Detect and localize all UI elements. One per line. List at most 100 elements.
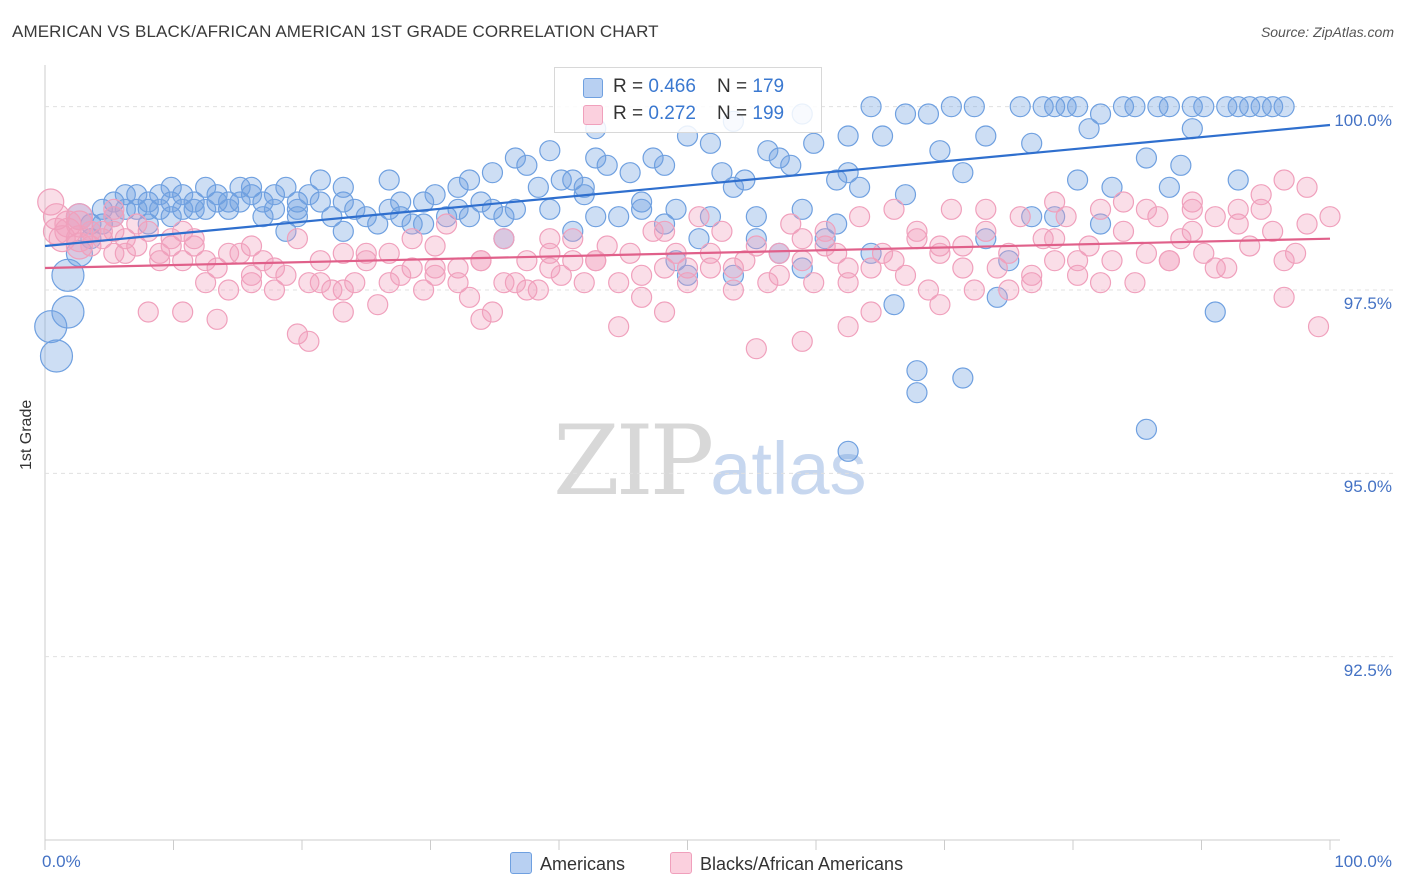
data-point-americans [631, 198, 653, 220]
data-point-blacks [848, 206, 871, 228]
data-point-blacks [42, 217, 71, 245]
data-point-blacks [126, 213, 148, 235]
data-point-blacks [1273, 286, 1295, 308]
data-point-blacks [1112, 220, 1135, 242]
blacks-swatch [583, 105, 603, 125]
data-point-blacks [263, 279, 286, 301]
data-point-blacks [516, 250, 538, 272]
data-point-blacks [1055, 206, 1077, 228]
trend-line-blacks [44, 237, 1331, 270]
data-point-americans [894, 184, 917, 206]
data-point-americans [906, 360, 928, 382]
data-point-americans [447, 176, 469, 198]
data-point-blacks [791, 330, 813, 352]
watermark: ZIPatlas [553, 405, 867, 517]
data-point-blacks [504, 272, 527, 294]
data-point-americans [160, 191, 182, 213]
data-point-americans [1089, 103, 1112, 125]
data-point-blacks [986, 257, 1008, 279]
data-point-blacks [298, 272, 320, 294]
data-point-americans [252, 191, 274, 213]
data-point-americans [195, 198, 217, 220]
data-point-blacks [1147, 206, 1169, 228]
data-point-blacks [149, 242, 171, 264]
data-point-blacks [1112, 191, 1135, 213]
data-point-americans [149, 184, 171, 206]
data-point-blacks [37, 188, 65, 216]
data-point-americans [263, 198, 286, 220]
data-point-americans [1078, 118, 1100, 140]
data-point-blacks [883, 198, 905, 220]
data-point-blacks [493, 272, 515, 294]
data-point-blacks [344, 272, 366, 294]
data-point-blacks [1181, 191, 1203, 213]
data-point-blacks [917, 279, 940, 301]
y-tick-label: 100.0% [1334, 110, 1392, 130]
data-point-americans [1021, 206, 1043, 228]
data-point-americans [653, 154, 676, 176]
data-point-blacks [791, 228, 813, 250]
data-point-americans [562, 169, 584, 191]
data-point-blacks [1239, 235, 1261, 257]
data-point-blacks [1296, 213, 1318, 235]
data-point-blacks [906, 220, 928, 242]
data-point-americans [39, 339, 74, 373]
data-point-americans [653, 213, 676, 235]
data-point-blacks [1273, 169, 1295, 191]
data-point-blacks [126, 235, 148, 257]
data-point-americans [642, 147, 664, 169]
data-point-blacks [1066, 250, 1089, 272]
data-point-americans [137, 198, 159, 220]
data-point-americans [1227, 169, 1249, 191]
data-point-americans [998, 250, 1020, 272]
watermark-atlas: atlas [710, 427, 867, 510]
data-point-blacks [676, 257, 699, 279]
data-point-blacks [493, 228, 515, 250]
data-point-americans [722, 264, 744, 286]
data-point-blacks [550, 264, 572, 286]
data-point-blacks [137, 301, 159, 323]
data-point-blacks [791, 250, 813, 272]
data-point-blacks [1066, 264, 1089, 286]
data-point-americans [952, 162, 974, 184]
y-tick-label: 92.5% [1343, 660, 1392, 680]
data-point-blacks [516, 279, 538, 301]
data-point-americans [975, 125, 997, 147]
data-point-blacks [1284, 242, 1307, 264]
data-point-americans [745, 206, 767, 228]
data-point-blacks [1250, 184, 1272, 206]
data-point-americans [126, 198, 148, 220]
data-point-blacks [1193, 242, 1215, 264]
data-point-blacks [1273, 250, 1295, 272]
data-point-americans [80, 228, 102, 250]
data-point-blacks [998, 242, 1020, 264]
data-point-americans [573, 176, 595, 198]
data-point-blacks [1227, 198, 1249, 220]
data-point-americans [286, 191, 309, 213]
data-point-americans [562, 220, 584, 242]
data-point-americans [1170, 154, 1192, 176]
data-point-blacks [699, 257, 722, 279]
data-point-blacks [195, 272, 217, 294]
data-point-blacks [195, 250, 217, 272]
data-point-blacks [1044, 228, 1066, 250]
data-point-americans [1193, 96, 1215, 118]
data-point-americans [321, 206, 343, 228]
data-point-blacks [252, 250, 274, 272]
data-point-blacks [447, 257, 469, 279]
data-point-blacks [619, 242, 641, 264]
data-point-blacks [929, 235, 951, 257]
data-point-blacks [65, 232, 94, 260]
data-point-americans [332, 176, 354, 198]
data-point-blacks [1307, 316, 1330, 338]
data-point-blacks [975, 220, 997, 242]
data-point-americans [332, 220, 354, 242]
data-point-americans [275, 176, 297, 198]
data-point-blacks [1135, 242, 1158, 264]
data-point-americans [1021, 132, 1043, 154]
data-point-americans [1158, 176, 1180, 198]
data-point-blacks [263, 257, 286, 279]
data-point-americans [172, 198, 194, 220]
y-tick-label: 97.5% [1343, 294, 1392, 313]
data-point-blacks [332, 301, 354, 323]
